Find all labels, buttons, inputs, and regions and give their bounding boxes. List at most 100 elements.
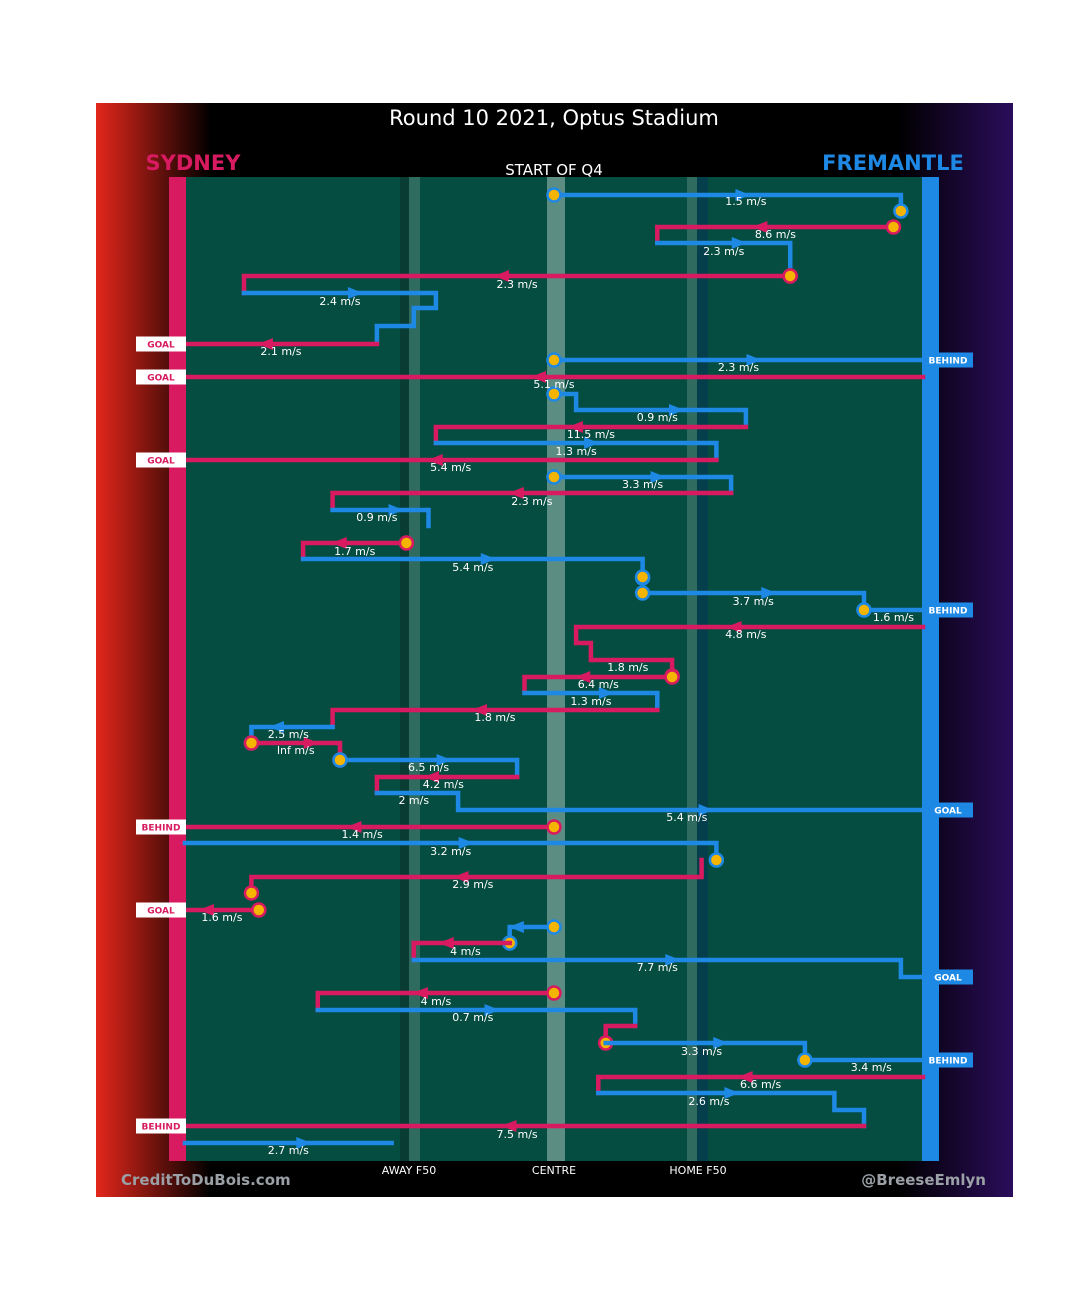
chain-arrow-13 bbox=[508, 487, 524, 499]
speed-label: 1.6 m/s bbox=[201, 911, 242, 924]
outcome-tag-box bbox=[923, 969, 973, 985]
chain-arrow-9 bbox=[567, 421, 583, 433]
chain-arrow-33 bbox=[665, 954, 681, 966]
chain-start-marker-17-ring bbox=[634, 585, 651, 601]
chain-arrow-15 bbox=[331, 537, 347, 549]
speed-label-extra: 1.8 m/s bbox=[607, 661, 648, 674]
speed-label: 1.8 m/s bbox=[474, 711, 515, 724]
away-f50-line bbox=[409, 177, 420, 1161]
chain-start-marker-8-ring bbox=[546, 386, 562, 402]
speed-label: 2.6 m/s bbox=[688, 1095, 729, 1108]
chain-end-marker-29-ring bbox=[243, 885, 260, 901]
speed-label: 2.3 m/s bbox=[497, 278, 538, 291]
axis-label-home-f50: HOME F50 bbox=[669, 1164, 726, 1177]
chain-arrow-37 bbox=[713, 1037, 729, 1049]
outcome-tag-text: GOAL bbox=[934, 974, 962, 984]
chain-start-marker-12 bbox=[546, 469, 562, 485]
speed-label: 4.8 m/s bbox=[725, 628, 766, 641]
outcome-tag-right-10: BEHIND bbox=[923, 1052, 973, 1068]
speed-label: 2.5 m/s bbox=[268, 728, 309, 741]
chain-end-marker-28 bbox=[708, 852, 725, 868]
axis-label-away-f50: AWAY F50 bbox=[382, 1164, 436, 1177]
chain-arrow-24 bbox=[436, 754, 452, 766]
chain-arrow-20 bbox=[598, 687, 614, 699]
speed-label: 4 m/s bbox=[421, 995, 452, 1008]
outcome-tag-box bbox=[136, 819, 186, 835]
chain-17 bbox=[640, 590, 926, 613]
speed-label: 5.4 m/s bbox=[430, 461, 471, 474]
outcome-tag-box bbox=[136, 336, 186, 352]
speed-label: 1.3 m/s bbox=[570, 695, 611, 708]
outcome-tag-left-4: GOAL bbox=[136, 902, 186, 918]
chain-35 bbox=[315, 1007, 638, 1029]
chain-arrow-6 bbox=[746, 354, 762, 366]
chain-arrow-18 bbox=[726, 621, 742, 633]
chain-2 bbox=[655, 240, 793, 269]
speed-label: 3.3 m/s bbox=[681, 1045, 722, 1058]
chain-start-marker-23-ring bbox=[243, 735, 260, 751]
outcome-tag-left-1: GOAL bbox=[136, 369, 186, 385]
chain-start-marker-34-ring bbox=[546, 985, 562, 1001]
chart-subtitle: START OF Q4 bbox=[505, 161, 603, 179]
outcome-tag-text: GOAL bbox=[147, 457, 175, 467]
outcome-tag-text: BEHIND bbox=[929, 1057, 968, 1067]
speed-label: 0.9 m/s bbox=[356, 511, 397, 524]
speed-label: 8.6 m/s bbox=[755, 228, 796, 241]
chain-arrow-2 bbox=[731, 237, 747, 249]
extra-marker-3 bbox=[782, 268, 798, 284]
chain-start-marker-24-ring bbox=[332, 752, 348, 768]
outcome-tag-right-8: GOAL bbox=[923, 802, 973, 818]
speed-label-extra: 2 m/s bbox=[398, 794, 429, 807]
chain-24 bbox=[337, 757, 520, 779]
extra-marker-3-ring bbox=[782, 268, 798, 284]
extra-marker-0-ring bbox=[634, 569, 651, 585]
outcome-tag-left-5: BEHIND bbox=[136, 1118, 186, 1134]
chart-svg: Round 10 2021, Optus Stadium SYDNEY FREM… bbox=[96, 103, 1013, 1197]
chain-arrow-16 bbox=[480, 553, 496, 565]
outcome-tag-text: GOAL bbox=[147, 907, 175, 917]
chain-arrow-41 bbox=[296, 1137, 312, 1149]
sydney-goal-line bbox=[169, 177, 186, 1161]
outcome-tag-left-2: GOAL bbox=[136, 452, 186, 468]
outcome-tag-text: GOAL bbox=[147, 374, 175, 384]
chain-arrow-1 bbox=[752, 221, 768, 233]
chain-arrow-28 bbox=[458, 837, 474, 849]
chain-start-marker-8 bbox=[546, 386, 562, 402]
speed-label: 7.5 m/s bbox=[497, 1128, 538, 1141]
chain-start-marker-0 bbox=[546, 187, 562, 203]
chain-start-marker-1-ring bbox=[885, 219, 902, 235]
chain-15 bbox=[300, 540, 409, 561]
outcome-tag-right-6: BEHIND bbox=[923, 352, 973, 368]
outcome-tag-box bbox=[136, 369, 186, 385]
chain-arrow-25 bbox=[423, 771, 439, 783]
speed-label: 4.2 m/s bbox=[423, 778, 464, 791]
chain-arrow-26 bbox=[698, 804, 714, 816]
speed-label: 5.4 m/s bbox=[666, 811, 707, 824]
speed-label: 3.2 m/s bbox=[430, 845, 471, 858]
team-sydney: SYDNEY bbox=[146, 151, 242, 175]
chain-26 bbox=[374, 790, 926, 813]
speed-label: 2.3 m/s bbox=[718, 361, 759, 374]
chain-39 bbox=[596, 1090, 867, 1129]
speed-label-extra: 1.6 m/s bbox=[873, 611, 914, 624]
chain-13 bbox=[330, 490, 734, 512]
chain-18 bbox=[573, 624, 926, 679]
speed-label: 6.5 m/s bbox=[408, 761, 449, 774]
chain-38 bbox=[596, 1074, 926, 1096]
team-fremantle: FREMANTLE bbox=[822, 151, 964, 175]
chain-start-marker-19-ring bbox=[664, 669, 680, 685]
chain-arrow-31 bbox=[508, 921, 524, 933]
chain-arrow-8 bbox=[669, 404, 685, 416]
chain-arrow-39 bbox=[724, 1087, 740, 1099]
outcome-tag-text: BEHIND bbox=[929, 357, 968, 367]
speed-label: 6.4 m/s bbox=[578, 678, 619, 691]
outcome-tag-box bbox=[136, 452, 186, 468]
speed-labels: 1.5 m/s 8.6 m/s 2.3 m/s 2.3 m/s 2.4 m/s 2.1 m… bbox=[201, 195, 914, 1157]
chain-start-marker-19 bbox=[664, 669, 680, 685]
speed-label: 1.4 m/s bbox=[342, 828, 383, 841]
outcome-tags: GOAL GOAL GOAL BEHIND GOAL BEHIND BEHIND BEHIND… bbox=[136, 336, 973, 1134]
chain-25 bbox=[374, 774, 520, 796]
outcome-tag-box bbox=[923, 1052, 973, 1068]
chain-arrow-21 bbox=[471, 704, 487, 716]
chain-arrow-3 bbox=[494, 270, 510, 282]
